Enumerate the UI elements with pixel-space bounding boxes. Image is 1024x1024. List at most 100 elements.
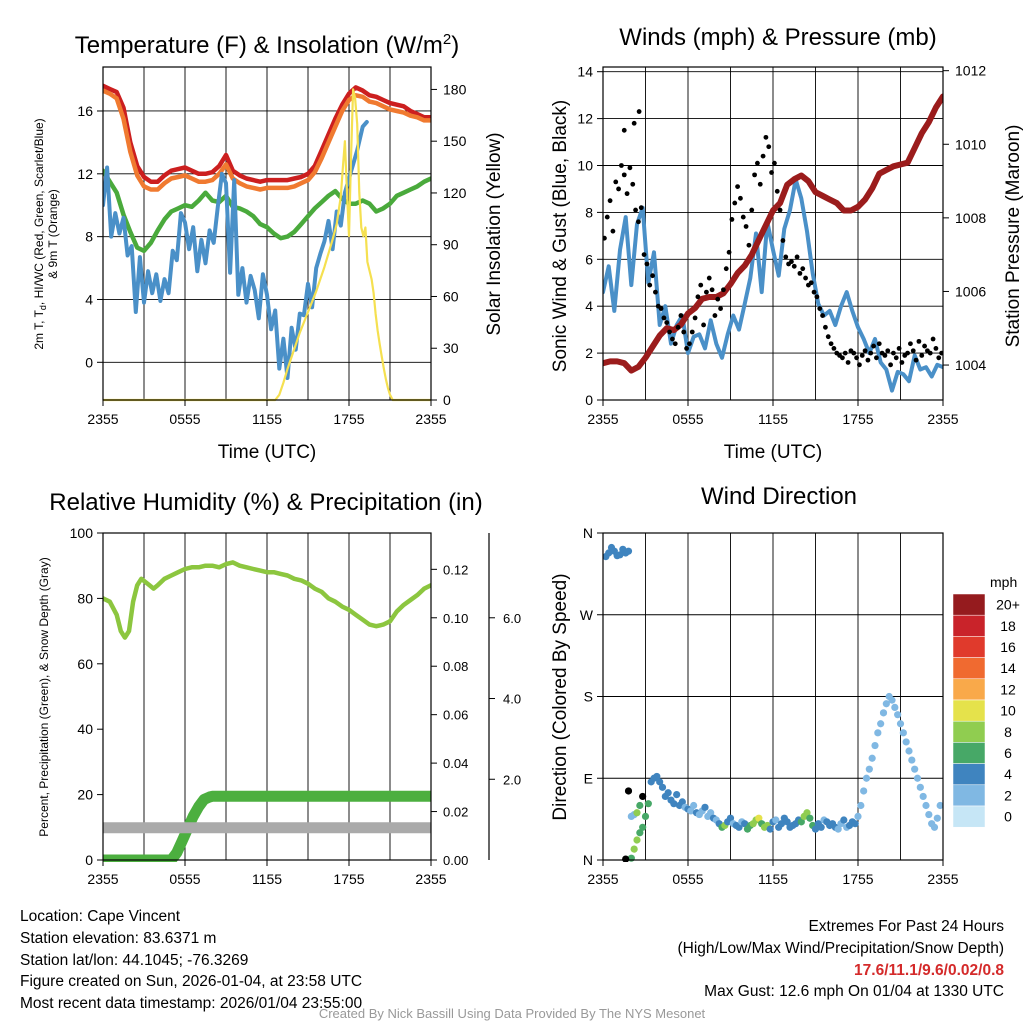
winds-y-ticks: 14 12 10 8 6 4 2 0: [577, 64, 603, 408]
gust-point: [865, 357, 871, 363]
9m-t-line: [103, 88, 431, 192]
humidity-series: [103, 560, 431, 862]
speed-legend-label: 18: [1000, 618, 1016, 634]
gust-point: [704, 289, 709, 295]
gust-point: [695, 294, 701, 300]
gust-point: [636, 109, 642, 114]
speed-legend-swatch: [952, 699, 986, 722]
speed-legend-swatch: [952, 678, 986, 701]
gust-point: [891, 350, 896, 356]
temperature-y-ticks: 16 12 8 4 0: [77, 103, 103, 370]
wind-direction-point: [874, 729, 882, 737]
y3-tick-label: 2.0: [503, 772, 521, 787]
gust-point: [689, 329, 695, 335]
gust-point: [616, 186, 621, 192]
gust-point: [749, 207, 755, 213]
wind-direction-point: [636, 801, 644, 810]
speed-legend-label: 10: [1000, 703, 1016, 719]
y2-tick-label: 0.10: [443, 611, 468, 626]
precipitation-line: [103, 790, 431, 862]
wind-direction-point: [882, 700, 890, 708]
temperature-panel: Temperature (F) & Insolation (W/m2) 16 12…: [32, 31, 505, 463]
gust-point: [621, 172, 627, 178]
station-info: Location: Cape Vincent Station elevation…: [20, 906, 362, 1015]
speed-legend: mph 20+ 18 16 14 12 10 8 6 4 2 0: [952, 574, 1020, 828]
gust-point: [896, 346, 902, 351]
gust-point: [604, 214, 610, 220]
gust-point: [791, 263, 797, 269]
x-tick-label: 2355: [927, 411, 958, 427]
wind-direction-point: [922, 801, 930, 810]
2m-t-line: [103, 83, 431, 184]
x-tick-label: 0555: [169, 411, 200, 427]
gust-point: [729, 217, 735, 222]
gust-point: [882, 353, 888, 358]
gust-point: [908, 341, 913, 347]
y-tick-label: 40: [77, 721, 93, 737]
y-tick-label: 12: [77, 166, 93, 182]
x-tick-label: 2355: [587, 871, 618, 887]
gust-point: [797, 270, 803, 276]
y2-tick-label: 0.02: [443, 805, 468, 820]
x-tick-label: 1755: [333, 411, 364, 427]
wind-direction-point: [854, 812, 862, 821]
2m-td-line: [103, 120, 369, 380]
gust-point: [746, 242, 752, 248]
y-tick-label: W: [580, 607, 594, 623]
wind-direction-point: [865, 765, 873, 773]
wind-direction-title: Wind Direction: [701, 483, 857, 510]
wind-direction-point: [862, 774, 871, 782]
winds-ylabel: Sonic Wind & Gust (Blue, Black): [550, 100, 571, 372]
x-tick-label: 2355: [587, 411, 618, 427]
extremes-title: Extremes For Past 24 Hours: [808, 918, 1004, 935]
y-tick-label: 80: [77, 590, 93, 606]
gust-point: [740, 214, 746, 220]
y2-tick-label: 0.04: [443, 756, 468, 771]
x-tick-label: 2355: [87, 871, 118, 887]
gust-point: [610, 228, 616, 234]
gust-point: [899, 360, 905, 365]
winds-xlabel: Time (UTC): [724, 442, 823, 463]
extremes-values: 17.6/11.1/9.6/0.02/0.8: [854, 961, 1004, 979]
gust-point: [684, 346, 689, 351]
speed-legend-swatch: [952, 720, 986, 743]
wind-direction-point: [891, 703, 899, 712]
gust-point: [789, 259, 794, 265]
wind-direction-point: [641, 812, 650, 821]
gust-point: [760, 153, 766, 159]
speed-legend-swatch: [952, 784, 986, 807]
gust-point: [817, 306, 823, 311]
gust-point: [678, 313, 684, 318]
wind-direction-point: [911, 765, 919, 773]
gust-point: [916, 338, 922, 344]
speed-legend-label: 0: [1004, 809, 1012, 825]
wind-direction-point: [806, 814, 814, 822]
gust-point: [913, 357, 919, 363]
winds-series: [603, 93, 943, 393]
wind-direction-point: [670, 800, 678, 808]
y-tick-label: 12: [577, 111, 593, 127]
gust-point: [687, 341, 692, 347]
y2-tick-label: 0: [443, 392, 451, 408]
wind-direction-point: [633, 809, 641, 817]
gust-point: [766, 144, 772, 150]
gust-point: [706, 275, 712, 281]
wind-direction-point: [834, 825, 842, 833]
wind-direction-point: [871, 741, 879, 750]
wind-direction-point: [933, 814, 941, 822]
gust-point: [627, 165, 633, 171]
speed-legend-swatch: [952, 593, 986, 616]
y-tick-label: S: [584, 689, 593, 705]
wind-direction-point: [860, 787, 868, 795]
wind-direction-point: [919, 792, 927, 801]
y-tick-label: 60: [77, 656, 93, 672]
temperature-y2label: Solar Insolation (Yellow): [484, 132, 505, 335]
wind-direction-ylabel: Direction (Colored By Speed): [550, 573, 571, 820]
wind-direction-point: [936, 801, 943, 810]
temperature-ylabel-line2: & 9m T (Orange): [46, 189, 60, 279]
wind-direction-point: [894, 711, 902, 719]
gust-point: [701, 322, 706, 328]
precip-y2-ticks: 0.12 0.10 0.08 0.06 0.04 0.02 0.00: [431, 562, 468, 868]
gust-point: [755, 160, 760, 166]
gust-point: [653, 289, 658, 295]
